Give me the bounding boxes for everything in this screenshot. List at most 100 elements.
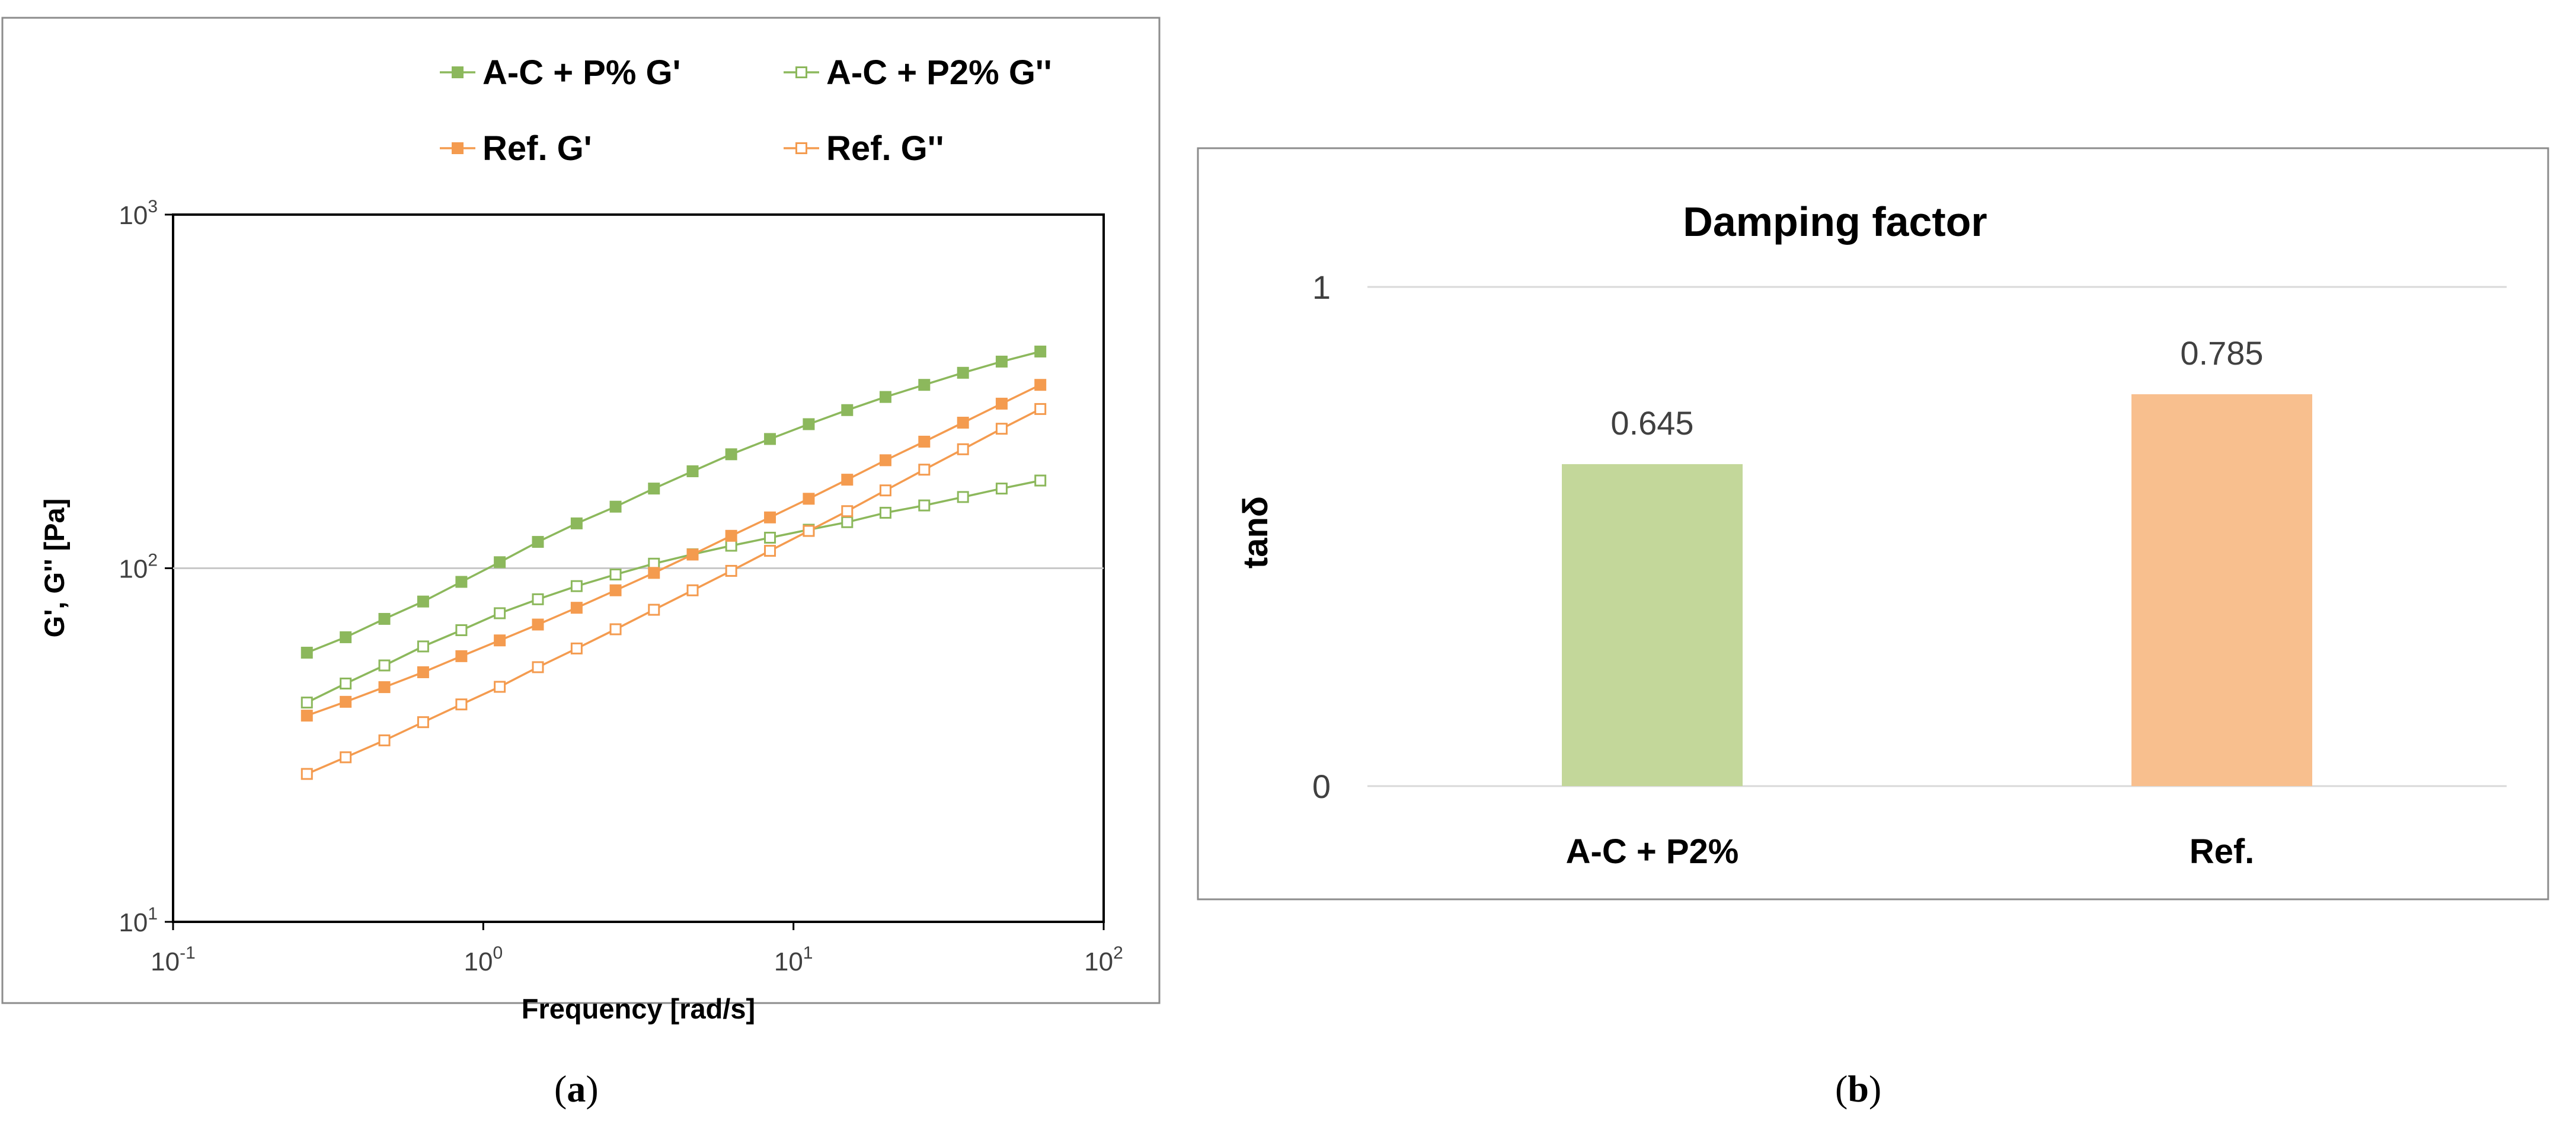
data-point-open	[570, 642, 583, 654]
legend-marker-1	[795, 66, 807, 78]
series-group-a	[301, 345, 1047, 780]
data-point-filled	[301, 710, 313, 722]
data-point-open	[301, 697, 313, 709]
data-point-filled	[995, 397, 1008, 410]
data-point-open	[532, 661, 544, 673]
series-line-2	[306, 384, 1041, 717]
data-point-open	[918, 499, 931, 512]
data-point-filled	[570, 517, 583, 529]
data-point-filled	[918, 435, 931, 448]
data-point-open	[648, 603, 660, 616]
legend-label-0: A-C + P% G'	[482, 53, 680, 92]
legend-marker-3	[795, 142, 807, 154]
data-point-filled	[725, 448, 737, 461]
data-point-filled	[301, 646, 313, 659]
data-point-filled	[494, 556, 506, 569]
data-point-filled	[417, 595, 429, 608]
data-point-filled	[648, 483, 660, 495]
data-point-open	[995, 483, 1008, 495]
data-point-open	[417, 640, 429, 653]
legend-label-2: Ref. G'	[482, 129, 592, 168]
legend-label-1: A-C + P2% G''	[826, 53, 1052, 92]
data-point-open	[570, 580, 583, 592]
data-point-open	[340, 677, 352, 689]
y-tick-label-a: 101	[119, 904, 158, 937]
x-ticks-a: 10-1 100 101 102	[151, 922, 1123, 976]
data-point-open	[1034, 474, 1047, 487]
x-axis-label-a: Frequency [rad/s]	[522, 993, 755, 1024]
legend-label-3: Ref. G''	[826, 129, 944, 168]
data-point-open	[995, 423, 1008, 435]
data-point-filled	[841, 404, 854, 416]
data-point-filled	[803, 418, 815, 430]
x-tick-label-a: 101	[774, 943, 813, 976]
chart-title-b: Damping factor	[1683, 199, 1987, 245]
data-point-open	[764, 531, 776, 544]
data-point-open	[340, 751, 352, 764]
data-point-filled	[725, 529, 737, 542]
gridlines-b: 01	[1312, 269, 2507, 805]
data-point-filled	[764, 433, 776, 445]
data-point-open	[879, 506, 891, 519]
data-point-filled	[879, 454, 891, 467]
data-point-open	[455, 624, 468, 637]
y-axis-label-a: G', G'' [Pa]	[39, 499, 70, 638]
data-point-open	[609, 569, 622, 581]
data-point-filled	[494, 634, 506, 647]
data-point-filled	[378, 612, 391, 625]
data-point-open	[532, 593, 544, 605]
data-point-filled	[957, 416, 969, 429]
y-tick-label-b: 0	[1312, 768, 1331, 805]
legend-marker-2	[452, 142, 464, 154]
data-point-open	[764, 545, 776, 557]
x-tick-label-a: 10-1	[151, 943, 196, 976]
series-line-0	[306, 350, 1041, 654]
data-point-filled	[995, 355, 1008, 368]
data-point-filled	[686, 465, 699, 477]
y-tick-label-a: 103	[119, 197, 158, 230]
data-point-filled	[841, 474, 854, 486]
data-point-filled	[532, 618, 544, 631]
panel-a-caption: (a)	[554, 1068, 599, 1110]
data-point-filled	[570, 602, 583, 614]
data-point-filled	[1034, 379, 1047, 391]
data-point-open	[957, 491, 969, 503]
y-axis-label-b: tanδ	[1236, 496, 1275, 569]
data-point-open	[455, 698, 468, 711]
data-point-open	[841, 505, 854, 518]
category-label-1: Ref.	[2190, 832, 2255, 871]
bar-value-label-1: 0.785	[2180, 334, 2263, 372]
data-point-filled	[609, 500, 622, 513]
data-point-filled	[378, 681, 391, 694]
data-point-filled	[957, 366, 969, 379]
data-point-open	[841, 516, 854, 528]
legend-a: A-C + P% G' A-C + P2% G'' Ref. G' Ref. G''	[440, 53, 1052, 168]
data-point-open	[1034, 403, 1047, 415]
bars-b: 0.645 A-C + P2% 0.785 Ref.	[1562, 334, 2312, 871]
y-tick-label-a: 102	[119, 551, 158, 584]
legend-marker-0	[452, 66, 464, 78]
data-point-filled	[455, 576, 468, 588]
data-point-open	[686, 584, 699, 596]
panel-b-caption: (b)	[1835, 1068, 1881, 1110]
series-line-1	[306, 479, 1041, 704]
data-point-open	[957, 443, 969, 455]
y-tick-label-b: 1	[1312, 269, 1331, 306]
data-point-open	[378, 659, 391, 672]
data-point-open	[494, 681, 506, 693]
data-point-filled	[340, 695, 352, 708]
y-ticks-a: 101 102 103	[119, 197, 173, 937]
data-point-filled	[417, 666, 429, 678]
data-point-open	[725, 539, 737, 552]
bar-1	[2131, 394, 2312, 786]
bar-0	[1562, 464, 1743, 786]
data-point-filled	[648, 567, 660, 579]
data-point-filled	[764, 511, 776, 523]
data-point-open	[803, 525, 815, 537]
data-point-filled	[340, 631, 352, 643]
data-point-open	[494, 607, 506, 620]
category-label-0: A-C + P2%	[1566, 832, 1739, 871]
x-tick-label-a: 100	[464, 943, 503, 976]
data-point-filled	[532, 536, 544, 548]
